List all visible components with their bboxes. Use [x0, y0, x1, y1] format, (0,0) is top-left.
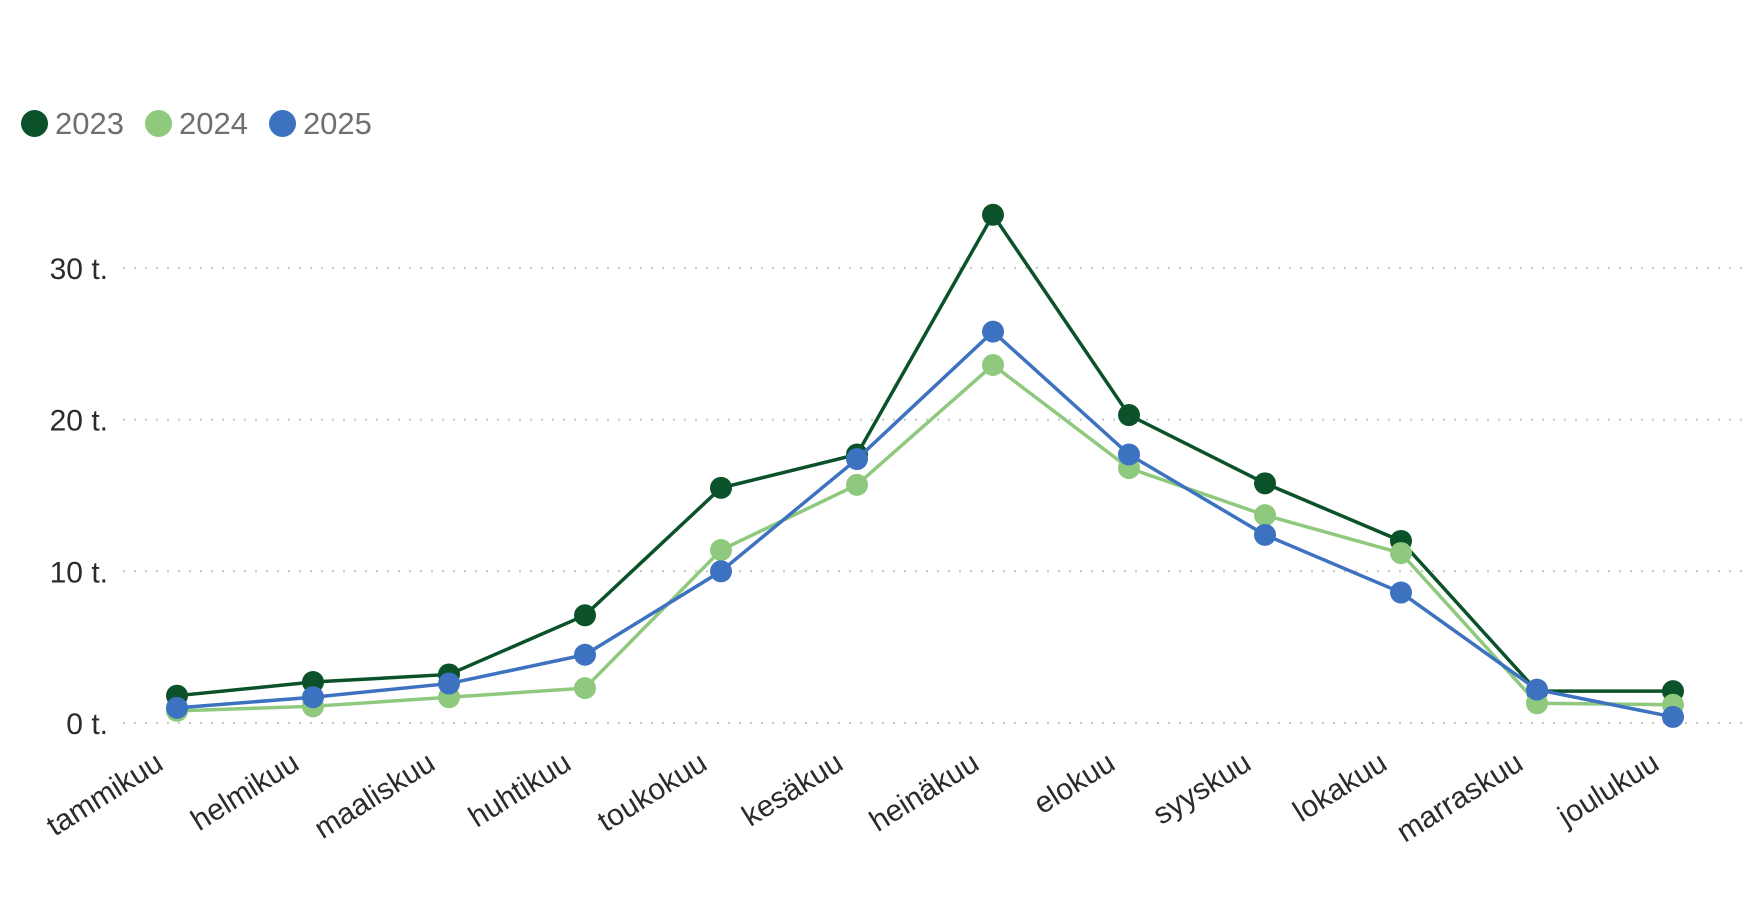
data-point-2024-huhtikuu[interactable]: [574, 677, 596, 700]
legend-item-label: 2024: [178, 106, 248, 141]
x-axis-label-tammikuu: tammikuu: [41, 746, 169, 843]
series-line-2023: [176, 211, 1673, 698]
data-point-2024-heinäkuu[interactable]: [982, 353, 1004, 376]
x-axis-label-kesäkuu: kesäkuu: [736, 746, 848, 833]
legend-item-2025[interactable]: 2025: [268, 106, 372, 141]
data-point-2025-kesäkuu[interactable]: [846, 448, 868, 471]
y-axis-tick-label: 30 t.: [50, 253, 108, 286]
x-axis-label-elokuu: elokuu: [1028, 746, 1120, 821]
data-point-2025-helmikuu[interactable]: [302, 686, 324, 709]
data-point-2025-syyskuu[interactable]: [1254, 523, 1276, 546]
x-axis-label-huhtikuu: huhtikuu: [463, 746, 577, 834]
x-axis-label-maaliskuu: maaliskuu: [309, 746, 441, 846]
x-axis-label-joulukuu: joulukuu: [1552, 746, 1665, 834]
data-point-2023-helmikuu[interactable]: [302, 671, 324, 694]
legend-item-label: 2025: [302, 106, 372, 141]
data-point-2023-toukokuu[interactable]: [710, 476, 732, 499]
data-point-2024-lokakuu[interactable]: [1390, 542, 1412, 565]
x-axis-label-heinäkuu: heinäkuu: [864, 746, 985, 839]
series-line-2025: [176, 329, 1674, 719]
data-point-2024-syyskuu[interactable]: [1254, 504, 1276, 527]
x-axis-label-lokakuu: lokakuu: [1288, 746, 1393, 829]
data-point-2025-joulukuu[interactable]: [1662, 705, 1684, 728]
data-point-2023-heinäkuu[interactable]: [982, 203, 1004, 226]
x-axis-label-helmikuu: helmikuu: [185, 746, 304, 838]
data-point-2025-tammikuu[interactable]: [166, 696, 188, 719]
data-point-2025-marraskuu[interactable]: [1526, 678, 1548, 701]
data-point-2025-toukokuu[interactable]: [710, 560, 732, 583]
legend-marker-circle: [21, 110, 48, 137]
data-point-2025-elokuu[interactable]: [1118, 443, 1140, 466]
x-axis-label-marraskuu: marraskuu: [1391, 746, 1529, 849]
x-axis-label-syyskuu: syyskuu: [1147, 746, 1256, 831]
series-line-2024: [176, 362, 1674, 713]
data-point-2025-maaliskuu[interactable]: [438, 672, 460, 695]
legend-item-2024[interactable]: 2024: [144, 106, 248, 141]
legend-item-2023[interactable]: 2023: [21, 108, 124, 139]
chart-legend: 2023 2024 2025: [21, 108, 372, 139]
y-axis-tick-label: 0 t.: [66, 708, 108, 741]
y-axis-tick-label: 20 t.: [50, 405, 108, 438]
legend-marker-circle: [144, 110, 172, 137]
data-point-2024-toukokuu[interactable]: [710, 539, 732, 562]
legend-item-label: 2023: [55, 106, 124, 141]
data-point-2023-huhtikuu[interactable]: [574, 604, 596, 627]
data-point-2025-heinäkuu[interactable]: [982, 320, 1004, 343]
legend-marker-circle: [268, 110, 296, 137]
y-axis-tick-label: 10 t.: [50, 556, 108, 589]
data-point-2025-huhtikuu[interactable]: [574, 643, 596, 666]
data-point-2023-elokuu[interactable]: [1118, 404, 1140, 427]
data-point-2023-syyskuu[interactable]: [1254, 472, 1276, 495]
x-axis-label-toukokuu: toukokuu: [592, 746, 713, 839]
data-point-2025-lokakuu[interactable]: [1390, 581, 1412, 604]
data-point-2024-kesäkuu[interactable]: [846, 473, 868, 496]
